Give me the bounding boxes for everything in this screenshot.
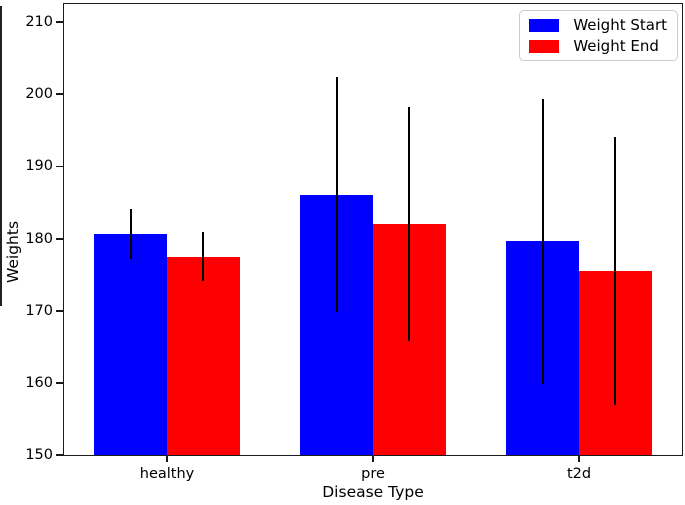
y-tick-label: 180 xyxy=(25,230,53,247)
x-tick-mark xyxy=(578,455,580,462)
y-tick-mark xyxy=(56,93,63,96)
error-bar xyxy=(202,232,205,282)
error-bar xyxy=(614,136,617,406)
y-tick-label: 210 xyxy=(25,14,53,31)
y-tick-mark xyxy=(56,21,63,24)
screenshot-edge-artifact xyxy=(0,6,2,306)
y-tick-label: 160 xyxy=(25,374,53,391)
x-axis-label: Disease Type xyxy=(322,483,424,501)
y-tick-mark xyxy=(56,382,63,384)
y-tick-label: 190 xyxy=(25,158,53,175)
x-tick-label: t2d xyxy=(566,466,592,482)
x-tick-label: healthy xyxy=(139,466,195,482)
legend: Weight Start Weight End xyxy=(519,10,678,61)
y-tick-mark xyxy=(56,237,63,240)
x-tick-mark xyxy=(165,455,168,462)
plot-area: Weight Start Weight End 150 160 170 180 190 20… xyxy=(25,3,683,482)
error-bar xyxy=(541,99,544,384)
y-tick-label: 200 xyxy=(25,86,53,103)
legend-entry: Weight End xyxy=(529,37,667,55)
error-bar xyxy=(129,208,132,260)
y-tick-label: 170 xyxy=(25,302,53,319)
y-tick-mark xyxy=(56,165,63,168)
legend-swatch-icon xyxy=(529,18,560,32)
bar-healthy-weight-start xyxy=(94,234,167,455)
y-tick-mark xyxy=(56,454,63,456)
x-tick-label: pre xyxy=(361,466,385,482)
x-tick-mark xyxy=(372,455,374,462)
legend-label: Weight Start xyxy=(573,16,667,34)
y-tick-label: 150 xyxy=(25,447,53,463)
error-bar xyxy=(408,107,411,341)
error-bar xyxy=(335,76,338,313)
legend-label: Weight End xyxy=(573,37,659,55)
legend-swatch-icon xyxy=(529,39,560,53)
legend-entry: Weight Start xyxy=(529,16,667,34)
y-tick-mark xyxy=(56,309,63,312)
bar-healthy-weight-end xyxy=(167,256,240,455)
